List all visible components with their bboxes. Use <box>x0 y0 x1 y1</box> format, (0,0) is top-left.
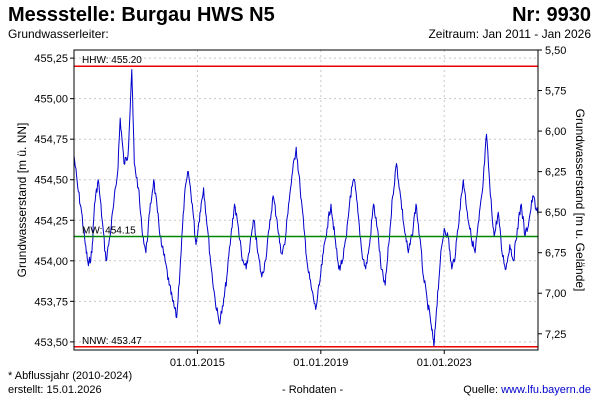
plot-frame <box>73 49 539 351</box>
x-tick-label: 01.01.2023 <box>417 357 472 369</box>
y-tick-label-right: 5,75 <box>545 86 566 98</box>
x-tick-label: 01.01.2019 <box>293 357 348 369</box>
period-label: Zeitraum: Jan 2011 - Jan 2026 <box>428 27 591 41</box>
hhw-line-label: HHW: 455.20 <box>82 55 142 66</box>
y-axis-title-right: Grundwasserstand [m u. Gelände] <box>573 109 587 292</box>
y-tick-label-left: 454,25 <box>34 215 68 227</box>
aquifer-label: Grundwasserleiter: <box>8 27 109 41</box>
y-tick-label-right: 7,00 <box>545 288 566 300</box>
station-title: Messstelle: Burgau HWS N5 <box>8 4 275 26</box>
raw-data-note: - Rohdaten - <box>282 384 344 396</box>
y-axis-title-left: Grundwasserstand [m ü. NN] <box>15 123 29 278</box>
source-link[interactable]: www.lfu.bayern.de <box>501 384 591 396</box>
created-date: erstellt: 15.01.2026 <box>8 384 102 396</box>
plot-area <box>74 50 538 350</box>
footnote-runoff-year: * Abflussjahr (2010-2024) <box>8 370 133 382</box>
source-credit: Quelle: www.lfu.bayern.de <box>463 384 591 396</box>
nnw-line-label: NNW: 453.47 <box>82 336 142 347</box>
station-number: Nr: 9930 <box>512 4 591 26</box>
y-tick-label-left: 455,00 <box>34 94 68 106</box>
y-tick-label-left: 453,75 <box>34 296 68 308</box>
source-prefix: Quelle: <box>463 384 502 396</box>
x-tick-label: 01.01.2015 <box>170 357 225 369</box>
groundwater-series-line <box>73 69 539 348</box>
y-tick-label-right: 7,25 <box>545 329 566 341</box>
y-tick-label-right: 6,75 <box>545 248 566 260</box>
y-tick-label-left: 453,50 <box>34 337 68 349</box>
y-tick-label-right: 5,50 <box>545 45 566 57</box>
y-tick-label-left: 454,50 <box>34 175 68 187</box>
y-tick-label-left: 455,25 <box>34 53 68 65</box>
y-tick-label-left: 454,75 <box>34 134 68 146</box>
y-tick-label-right: 6,25 <box>545 167 566 179</box>
y-tick-label-right: 6,50 <box>545 207 566 219</box>
y-tick-label-right: 6,00 <box>545 126 566 138</box>
mw-line-label: MW: 454.15 <box>82 225 136 236</box>
y-tick-label-left: 454,00 <box>34 256 68 268</box>
